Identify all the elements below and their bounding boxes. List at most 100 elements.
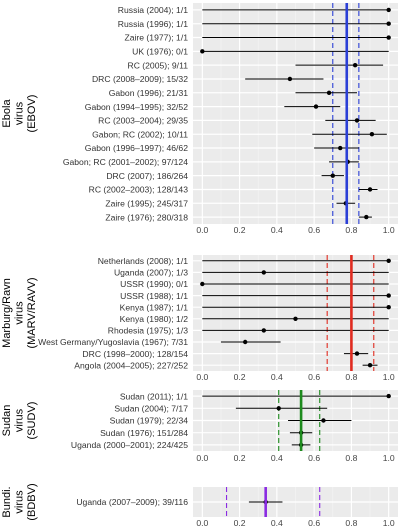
x-tick-label: 0.8 (345, 372, 357, 382)
x-tick-label: 0.4 (271, 518, 283, 528)
point-estimate (276, 406, 281, 411)
x-tick-label: 0.0 (196, 453, 208, 463)
row-label: RC (2005); 9/11 (127, 60, 188, 70)
point-estimate (367, 363, 373, 368)
row-label: Sudan (1979); 22/34 (110, 416, 189, 426)
row-label: Gabon (1994–1995); 32/52 (85, 102, 188, 112)
group-label-line: Ebola (1, 99, 13, 128)
row-label: Zaire (1976); 280/318 (105, 212, 188, 222)
point-estimate (386, 305, 391, 310)
panel-2: Sudan (2011); 1/1 Sudan (2004); 7/17 Sudan… (1, 390, 398, 463)
point-estimate (338, 145, 343, 151)
point-estimate (386, 393, 391, 399)
group-label-line: Marburg/Ravn (1, 278, 13, 348)
row-label: Angola (2004–2005); 227/252 (74, 360, 188, 370)
row-label: RC (2002–2003); 128/143 (89, 185, 189, 195)
group-label: Sudanvirus(SUDV) (1, 402, 38, 440)
point-estimate (200, 49, 205, 54)
point-estimate (313, 104, 319, 109)
point-estimate (326, 90, 332, 95)
panel-1: Netherlands (2008); 1/1 Uganda (2007); 1/… (1, 255, 398, 382)
x-tick-label: 0.8 (345, 225, 357, 235)
point-estimate (354, 351, 360, 356)
row-label: Gabon; RC (2001–2002); 97/124 (63, 157, 188, 167)
row-label: RC (2003–2004); 29/35 (98, 116, 188, 126)
point-estimate (330, 173, 335, 178)
point-estimate (386, 258, 391, 263)
x-tick-label: 0.6 (308, 225, 320, 235)
point-estimate (386, 293, 391, 298)
x-tick-label: 0.0 (196, 518, 208, 528)
row-label: Russia (2004); 1/1 (118, 5, 188, 15)
group-label-line: (MARV/RAVV) (26, 277, 38, 348)
point-estimate (367, 187, 373, 192)
group-label-line: (BDBV) (26, 483, 38, 520)
point-estimate (386, 35, 391, 40)
point-estimate (287, 76, 293, 82)
group-label-line: virus (14, 101, 26, 125)
x-tick-label: 1.0 (383, 225, 395, 235)
row-label: Rhodesia (1975); 1/3 (108, 326, 188, 336)
row-label: Gabon (1996–1997); 46/62 (85, 143, 188, 153)
row-label: Zaire (1995); 245/317 (105, 198, 188, 208)
row-label: UK (1976); 0/1 (132, 47, 188, 57)
group-label-line: virus (14, 301, 26, 325)
x-tick-label: 1.0 (383, 453, 395, 463)
row-label: Gabon (1996); 21/31 (109, 88, 189, 98)
point-estimate (386, 7, 391, 13)
point-estimate (352, 62, 358, 68)
x-tick-label: 0.2 (234, 453, 246, 463)
row-label: Uganda (2000–2001); 224/425 (71, 440, 188, 450)
row-label: Kenya (1980); 1/2 (120, 314, 189, 324)
group-label-line: Sudan (1, 405, 13, 437)
x-tick-label: 0.6 (308, 453, 320, 463)
x-tick-label: 1.0 (383, 518, 395, 528)
point-estimate (369, 132, 375, 137)
row-label: Kenya (1987); 1/1 (120, 302, 189, 312)
x-tick-label: 0.2 (234, 372, 246, 382)
row-label: Sudan (2004); 7/17 (114, 404, 188, 414)
row-label: Gabon; RC (2002); 10/11 (92, 129, 188, 139)
row-label: Sudan (2011); 1/1 (120, 391, 188, 401)
x-tick-label: 0.4 (271, 453, 283, 463)
point-estimate (261, 328, 267, 333)
x-tick-label: 0.2 (234, 225, 246, 235)
group-label-line: virus (14, 408, 26, 432)
point-estimate (354, 118, 360, 123)
panel-3: Uganda (2007–2009); 39/116 0.0 0.2 0.4 0.6 0.… (1, 483, 398, 528)
group-label: Marburg/Ravnvirus(MARV/RAVV) (1, 277, 38, 348)
row-label: USSR (1988); 1/1 (120, 291, 188, 301)
row-label: DRC (1998–2000); 128/154 (82, 349, 188, 359)
point-estimate (293, 316, 298, 321)
x-tick-label: 0.8 (345, 518, 357, 528)
point-estimate (321, 418, 326, 423)
group-label-line: Bundi. (1, 486, 13, 517)
x-tick-label: 1.0 (383, 372, 395, 382)
point-estimate (364, 214, 369, 220)
row-label: Russia (1996); 1/1 (118, 19, 188, 29)
row-label: DRC (2007); 186/264 (106, 171, 188, 181)
x-tick-label: 0.8 (345, 453, 357, 463)
row-label: West Germany/Yugoslavia (1967); 7/31 (38, 337, 188, 347)
x-tick-label: 0.2 (234, 518, 246, 528)
x-tick-label: 0.4 (271, 225, 283, 235)
point-estimate (386, 21, 391, 26)
x-tick-label: 0.0 (196, 225, 208, 235)
group-label-line: (SUDV) (26, 402, 38, 440)
x-tick-label: 0.6 (308, 518, 320, 528)
point-estimate (261, 270, 267, 275)
point-estimate (242, 339, 248, 345)
row-label: Uganda (2007); 1/3 (114, 268, 188, 278)
row-label: USSR (1990); 0/1 (120, 279, 188, 289)
group-label: Ebolavirus(EBOV) (1, 95, 38, 133)
group-label-line: (EBOV) (26, 95, 38, 133)
row-label: Zaire (1977); 1/1 (124, 33, 188, 43)
panel-0: Russia (2004); 1/1 Russia (1996); 1/1 Zair… (1, 3, 398, 235)
point-estimate (200, 281, 205, 287)
row-label: Sudan (1976); 151/284 (100, 428, 188, 438)
row-label: DRC (2008–2009); 15/32 (92, 74, 188, 84)
x-tick-label: 0.6 (308, 372, 320, 382)
group-label: Bundi.virus(BDBV) (1, 483, 38, 520)
group-label-line: virus (14, 490, 26, 514)
